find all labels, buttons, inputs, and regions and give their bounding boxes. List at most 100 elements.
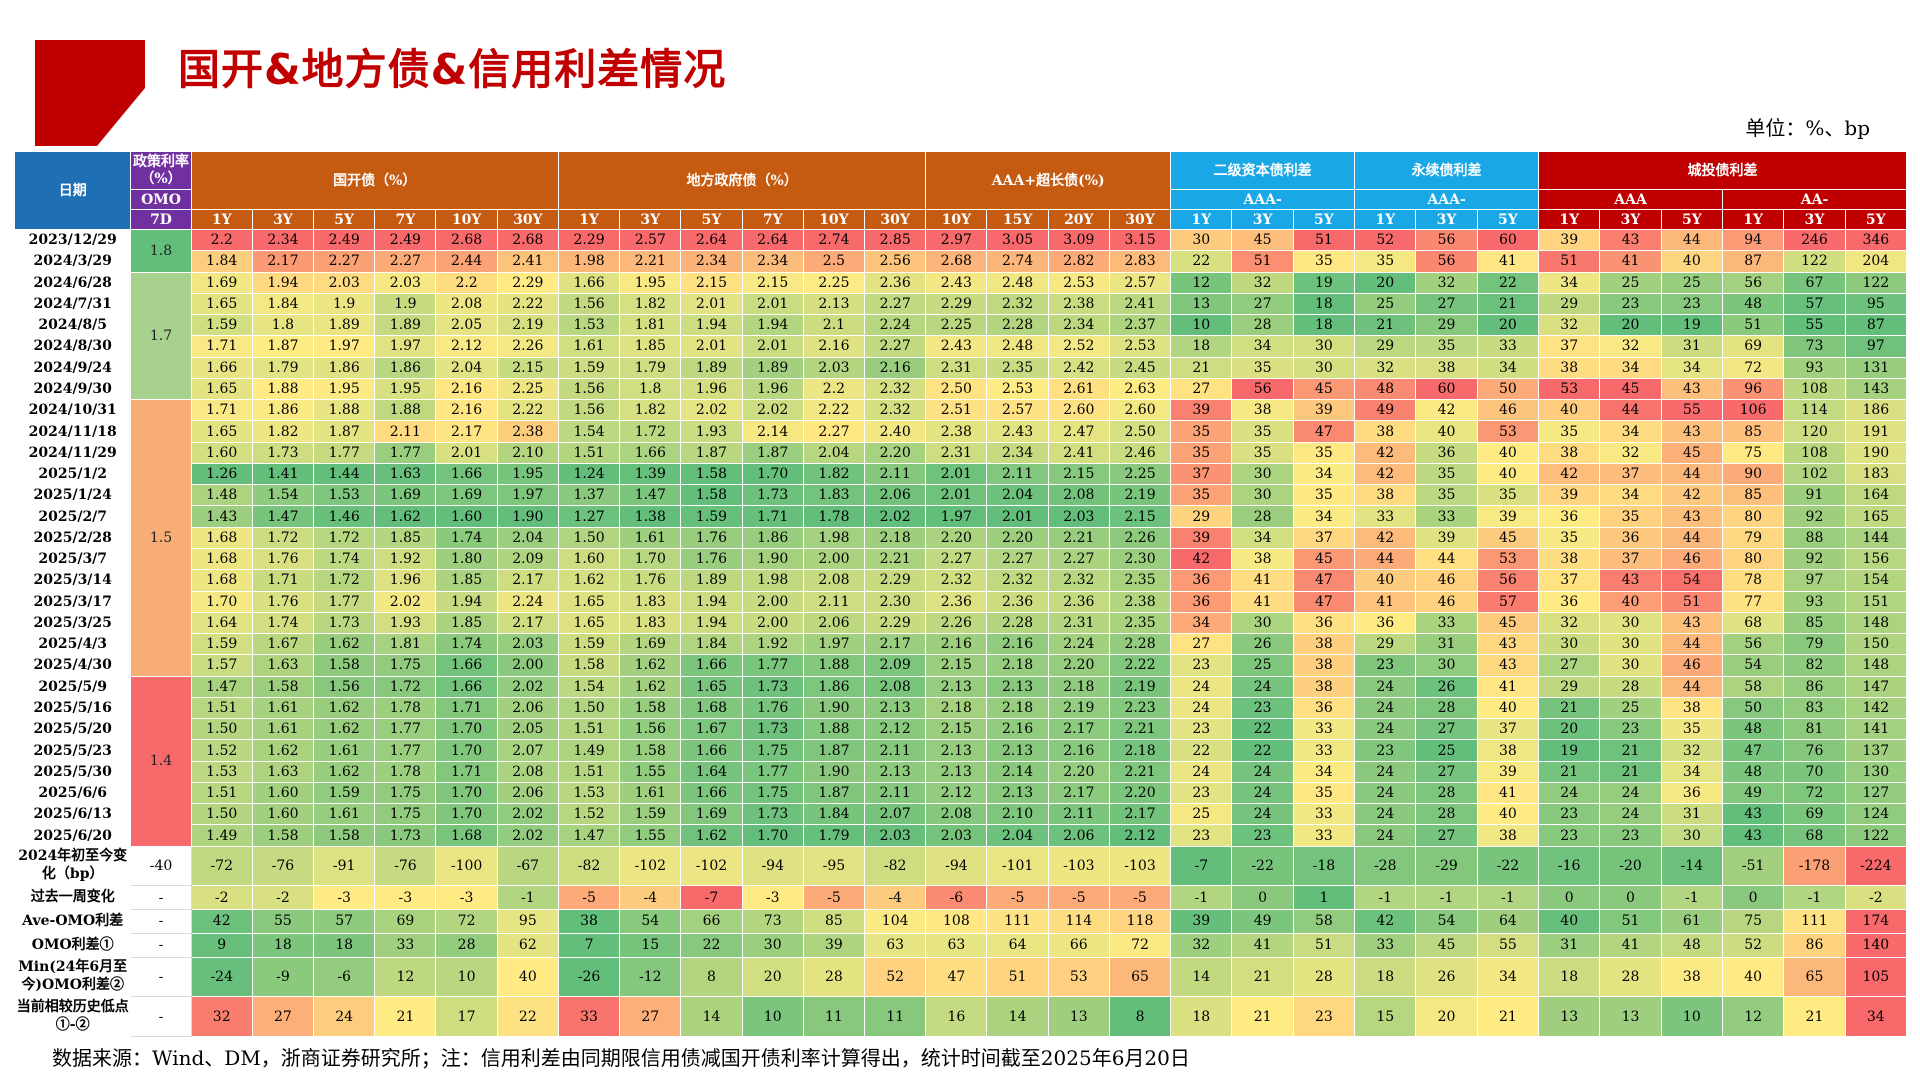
value-cell: 36 [1170,590,1233,613]
value-cell: 1.51 [557,718,621,741]
summary-value-cell: 75 [1721,909,1785,934]
value-cell: 90 [1721,462,1785,486]
value-cell: 31 [1660,803,1723,826]
value-cell: 1.54 [557,675,621,698]
value-cell: 2.11 [1047,803,1110,826]
value-cell: 32 [1599,441,1662,464]
header-tenor: 1Y [557,209,621,230]
value-cell: 2.02 [496,803,559,826]
table-row: 2024/10/31 1.5 1.71 1.86 1.88 1.88 2.16 2.22 1.5… [13,399,1908,677]
value-cell: 23 [1354,739,1417,762]
value-cell: 30 [1292,335,1356,358]
summary-value-cell: 40 [1538,909,1601,934]
value-cell: 21 [1599,739,1662,762]
value-cell: 44 [1660,675,1723,698]
value-cell: 1.61 [313,739,376,762]
summary-value-cell: 48 [1660,932,1723,958]
summary-value-cell: -100 [435,845,498,887]
row-date: 2023/12/29 [13,228,132,252]
value-cell: 1.76 [251,590,315,613]
value-cell: 1.51 [557,760,621,783]
value-cell: 28 [1231,505,1294,528]
value-cell: 124 [1844,803,1908,826]
value-cell: 33 [1292,718,1356,741]
value-cell: 94 [1721,228,1785,252]
value-cell: 1.38 [619,505,682,528]
value-cell: 1.71 [190,399,253,422]
value-cell: 38 [1538,356,1601,379]
header-cdb: 国开债（%） [190,151,559,210]
value-cell: 2.03 [496,633,559,656]
summary-value-cell: -16 [1538,845,1601,887]
value-cell: 2.24 [864,314,927,337]
value-cell: 2.13 [925,739,988,762]
value-cell: 2.18 [986,696,1049,720]
value-cell: 1.46 [313,505,376,528]
value-cell: 35 [1292,441,1356,464]
summary-value-cell: 85 [802,909,866,934]
value-cell: 1.74 [435,526,498,549]
value-cell: 28 [1599,675,1662,698]
value-cell: 1.98 [741,569,804,592]
value-cell: 2.10 [986,803,1049,826]
value-cell: 1.76 [680,526,743,549]
summary-value-cell: 40 [1721,956,1785,998]
value-cell: 2.06 [864,484,927,507]
value-cell: 1.65 [680,675,743,698]
value-cell: 42 [1354,462,1417,486]
value-cell: 44 [1660,633,1723,656]
row-date: 2024/11/29 [13,441,132,464]
value-cell: 122 [1844,824,1908,847]
row-date: 2025/5/20 [13,718,132,741]
value-cell: 34 [1292,462,1356,486]
value-cell: 1.74 [251,611,315,635]
value-cell: 19 [1660,314,1723,337]
value-cell: 81 [1783,718,1846,741]
value-cell: 2.02 [680,399,743,422]
summary-value-cell: 32 [190,996,253,1037]
value-cell: 2.29 [557,228,621,252]
value-cell: 24 [1170,675,1233,698]
value-cell: 127 [1844,781,1908,805]
value-cell: 1.92 [374,547,437,571]
value-cell: 85 [1721,420,1785,443]
summary-value-cell: 18 [1354,956,1417,998]
summary-value-cell: 0 [1538,885,1601,910]
value-cell: 60 [1476,228,1540,252]
value-cell: 23 [1170,654,1233,677]
header-tier2: 二级资本债利差 [1170,151,1356,190]
value-cell: 56 [1415,228,1478,252]
value-cell: 33 [1476,335,1540,358]
value-cell: 37 [1538,569,1601,592]
summary-value-cell: -3 [435,885,498,910]
value-cell: 1.66 [435,654,498,677]
value-cell: 56 [1415,250,1478,273]
value-cell: 156 [1844,547,1908,571]
value-cell: 1.62 [680,824,743,847]
summary-value-cell: 47 [925,956,988,998]
value-cell: 2.32 [864,399,927,422]
value-cell: 2.24 [496,590,559,613]
value-cell: 39 [1415,526,1478,549]
summary-value-cell: 108 [925,909,988,934]
value-cell: 1.80 [435,547,498,571]
summary-label: Ave-OMO利差 [13,909,132,934]
value-cell: 1.94 [680,590,743,613]
value-cell: 1.76 [251,547,315,571]
value-cell: 38 [1354,420,1417,443]
value-cell: 51 [1292,228,1356,252]
summary-value-cell: -101 [986,845,1049,887]
value-cell: 1.75 [741,781,804,805]
value-cell: 87 [1721,250,1785,273]
header-tenor: 3Y [1599,209,1662,230]
summary-value-cell: -95 [802,845,866,887]
value-cell: 1.51 [557,441,621,464]
summary-value-cell: -1 [1783,885,1846,910]
value-cell: 23 [1170,781,1233,805]
summary-row: OMO利差① -9 18 18 33 28 62 7 15 22 30 39 63 63 64 66 72 32 4… [13,932,1908,958]
header-aaa-long: AAA+超长债(%) [925,151,1172,210]
value-cell: 1.55 [619,824,682,847]
summary-value-cell: -1 [1415,885,1478,910]
header-tenor: 30Y [864,209,927,230]
value-cell: 46 [1415,590,1478,613]
